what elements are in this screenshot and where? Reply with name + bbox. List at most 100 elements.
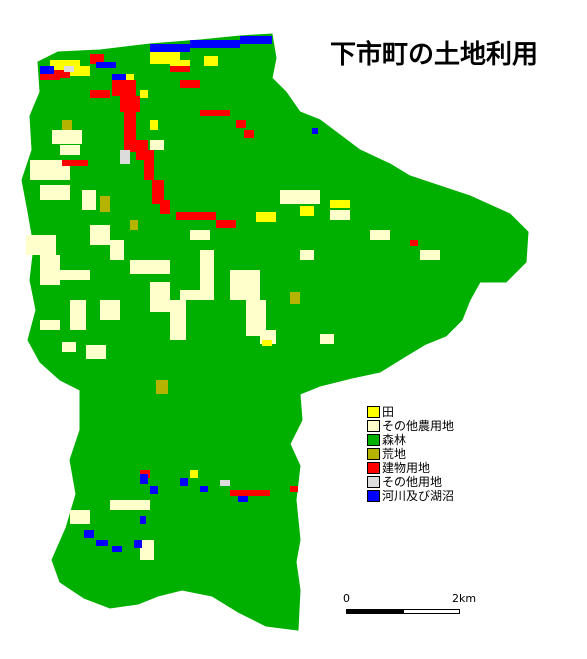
- scale-label-2km: 2km: [452, 592, 477, 605]
- paddy-patch: [204, 56, 218, 66]
- water-patch: [150, 486, 158, 494]
- other-land-patch: [120, 150, 130, 164]
- paddy-patch: [330, 200, 350, 208]
- building-patch: [120, 96, 140, 112]
- other-farmland-patch: [70, 510, 90, 524]
- paddy-patch: [170, 60, 190, 70]
- wasteland-patch: [290, 292, 300, 304]
- legend-swatch-wasteland: [367, 448, 380, 460]
- other-farmland-patch: [170, 300, 186, 340]
- legend-swatch-water: [367, 490, 380, 502]
- building-patch: [200, 110, 230, 116]
- legend-label-other-farmland: その他農用地: [382, 419, 455, 433]
- water-patch: [238, 496, 248, 502]
- scale-segment-black: [346, 609, 403, 614]
- legend-label-wasteland: 荒地: [382, 447, 407, 461]
- building-patch: [170, 66, 190, 72]
- building-patch: [216, 220, 236, 228]
- other-farmland-patch: [110, 240, 124, 260]
- other-farmland-patch: [60, 270, 90, 280]
- building-patch: [40, 70, 60, 80]
- other-farmland-patch: [100, 300, 120, 320]
- paddy-patch: [190, 470, 198, 478]
- other-farmland-patch: [82, 190, 96, 210]
- other-farmland-patch: [86, 345, 106, 359]
- legend-swatch-paddy: [367, 406, 380, 418]
- water-patch: [112, 74, 126, 80]
- building-patch: [144, 150, 154, 180]
- other-farmland-patch: [130, 260, 170, 274]
- other-farmland-patch: [40, 320, 60, 330]
- paddy-patch: [70, 66, 90, 76]
- water-patch: [112, 546, 122, 552]
- other-farmland-patch: [140, 540, 154, 560]
- other-farmland-patch: [300, 250, 314, 260]
- building-patch: [90, 54, 104, 64]
- other-farmland-patch: [30, 160, 70, 180]
- other-farmland-patch: [230, 270, 260, 300]
- scale-bar: 0 2km: [343, 592, 483, 622]
- other-farmland-patch: [320, 334, 334, 344]
- building-patch: [180, 80, 200, 88]
- building-patch: [160, 200, 170, 214]
- legend-item-wasteland: 荒地: [367, 447, 454, 461]
- water-patch: [134, 540, 142, 548]
- building-patch: [90, 90, 110, 98]
- other-farmland-patch: [370, 230, 390, 240]
- building-patch: [244, 130, 254, 138]
- wasteland-patch: [130, 220, 138, 230]
- legend-label-forest: 森林: [382, 433, 407, 447]
- water-patch: [180, 478, 188, 486]
- legend-item-building: 建物用地: [367, 461, 454, 475]
- paddy-patch: [120, 74, 134, 82]
- scale-segment-white: [403, 609, 460, 614]
- water-patch: [200, 486, 208, 492]
- other-farmland-patch: [90, 225, 110, 245]
- paddy-patch: [150, 120, 158, 130]
- other-farmland-patch: [52, 130, 82, 144]
- other-farmland-patch: [280, 190, 320, 204]
- other-farmland-patch: [110, 500, 150, 510]
- legend-item-other-farmland: その他農用地: [367, 419, 454, 433]
- legend-item-paddy: 田: [367, 405, 454, 419]
- other-farmland-patch: [26, 235, 56, 255]
- water-patch: [150, 44, 190, 52]
- other-farmland-patch: [200, 250, 214, 300]
- legend-label-building: 建物用地: [382, 461, 431, 475]
- paddy-patch: [50, 60, 80, 70]
- building-patch: [236, 120, 246, 128]
- paddy-patch: [300, 206, 314, 216]
- building-patch: [112, 80, 136, 96]
- scale-label-zero: 0: [343, 592, 350, 605]
- water-patch: [84, 530, 94, 538]
- legend-item-forest: 森林: [367, 433, 454, 447]
- legend-label-paddy: 田: [382, 405, 395, 419]
- other-farmland-patch: [150, 140, 164, 150]
- other-farmland-patch: [62, 342, 76, 352]
- other-farmland-patch: [150, 282, 170, 312]
- paddy-patch: [140, 90, 148, 98]
- land-use-patches: [26, 36, 440, 560]
- building-patch: [176, 212, 216, 220]
- other-farmland-patch: [40, 255, 60, 285]
- water-patch: [140, 474, 148, 484]
- building-patch: [410, 240, 418, 246]
- water-patch: [140, 516, 146, 524]
- legend: 田 その他農用地 森林 荒地 建物用地 その他用地 河川及び湖沼: [367, 405, 454, 503]
- other-farmland-patch: [40, 185, 70, 200]
- building-patch: [60, 70, 70, 78]
- legend-item-other-land: その他用地: [367, 475, 454, 489]
- wasteland-patch: [156, 380, 168, 394]
- other-land-patch: [64, 66, 74, 72]
- map-title: 下市町の土地利用: [330, 40, 539, 70]
- other-farmland-patch: [70, 300, 86, 330]
- legend-swatch-building: [367, 462, 380, 474]
- legend-swatch-other-farmland: [367, 420, 380, 432]
- legend-swatch-forest: [367, 434, 380, 446]
- other-farmland-patch: [180, 290, 200, 300]
- other-farmland-patch: [246, 300, 266, 336]
- wasteland-patch: [62, 120, 72, 130]
- water-patch: [240, 36, 272, 44]
- other-farmland-patch: [420, 250, 440, 260]
